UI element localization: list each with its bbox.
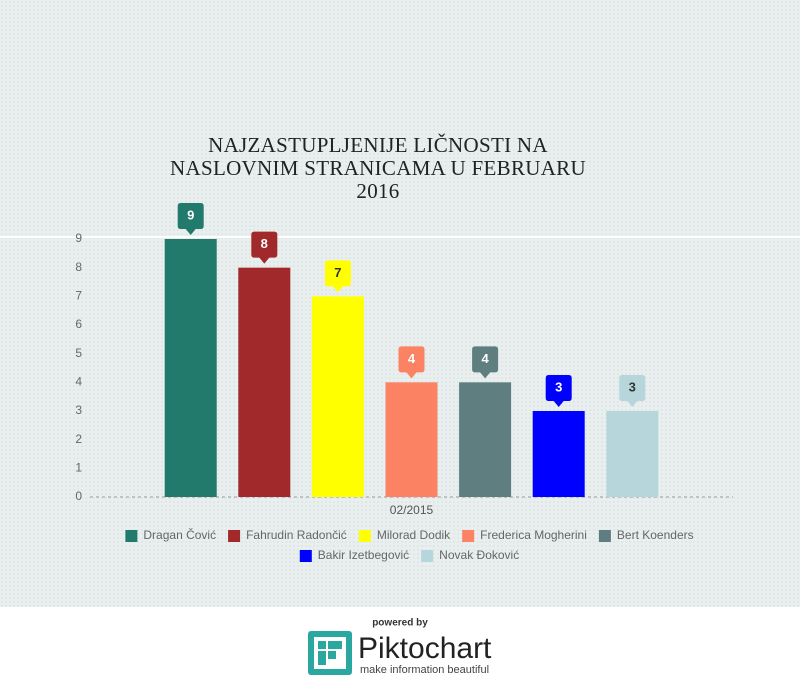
data-label: 3 <box>629 379 636 394</box>
label-callout <box>472 346 499 379</box>
label-callout <box>251 231 278 264</box>
legend-swatch <box>228 530 241 542</box>
legend-item: Bakir Izetbegović <box>299 548 409 562</box>
legend-label: Bert Koenders <box>617 528 694 542</box>
logo <box>308 631 352 675</box>
bar <box>532 411 585 497</box>
x-tick-label: 02/2015 <box>390 503 434 517</box>
legend-swatch <box>462 530 475 542</box>
legend-label: Bakir Izetbegović <box>318 548 409 562</box>
legend-item: Dragan Čović <box>125 527 216 542</box>
y-tick-label: 5 <box>75 346 82 360</box>
bar <box>238 267 291 497</box>
data-label: 9 <box>187 207 194 222</box>
y-tick-label: 1 <box>75 461 82 475</box>
data-label: 4 <box>408 351 416 366</box>
bar <box>164 239 217 497</box>
bar <box>459 382 512 497</box>
tagline: make information beautiful <box>360 664 489 676</box>
legend-label: Dragan Čović <box>143 527 216 542</box>
chart-title: NAJZASTUPLJENIJE LIČNOSTI NA NASLOVNIM S… <box>170 133 586 203</box>
y-tick-label: 8 <box>75 260 82 274</box>
y-tick-label: 7 <box>75 289 82 303</box>
brand: Piktochart <box>358 632 492 665</box>
legend-swatch <box>598 530 611 542</box>
data-label: 7 <box>334 265 341 280</box>
y-tick-label: 9 <box>75 231 82 245</box>
legend-swatch <box>421 550 434 562</box>
legend-swatch <box>125 530 138 542</box>
label-callout <box>324 260 351 293</box>
powered-by: powered by <box>372 618 428 629</box>
legend-item: Fahrudin Radončić <box>228 528 347 542</box>
legend-swatch <box>299 550 312 562</box>
data-label: 3 <box>555 379 562 394</box>
legend-item: Novak Đoković <box>421 548 519 562</box>
legend-label: Novak Đoković <box>439 548 519 562</box>
bar <box>311 296 364 497</box>
legend-label: Frederica Mogherini <box>480 528 587 542</box>
legend-item: Milorad Dodik <box>358 528 451 542</box>
y-tick-label: 3 <box>75 403 82 417</box>
y-tick-label: 6 <box>75 317 82 331</box>
data-label: 4 <box>481 351 489 366</box>
legend-swatch <box>358 530 371 542</box>
y-tick-label: 2 <box>75 432 82 446</box>
bar <box>606 411 659 497</box>
y-tick-label: 0 <box>75 489 82 503</box>
label-callout <box>619 375 646 407</box>
background <box>0 0 800 607</box>
y-tick-label: 4 <box>75 375 82 389</box>
legend-label: Milorad Dodik <box>377 528 451 542</box>
bar <box>385 382 438 497</box>
data-label: 8 <box>261 236 268 251</box>
label-callout <box>177 203 204 235</box>
legend-item: Frederica Mogherini <box>462 528 587 542</box>
label-callout <box>398 346 425 379</box>
legend-label: Fahrudin Radončić <box>246 528 347 542</box>
label-callout <box>545 375 572 407</box>
legend-item: Bert Koenders <box>598 528 694 542</box>
